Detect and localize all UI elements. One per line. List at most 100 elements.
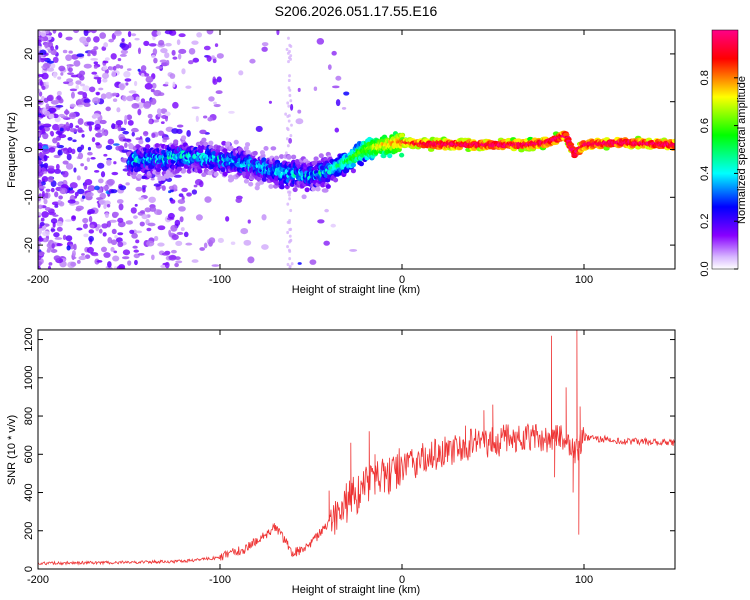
spectrogram-cell [110, 247, 115, 252]
colorbar-tick-label: 0.8 [699, 70, 711, 85]
spectrogram-cell [121, 149, 130, 153]
spectrogram-ridge-cell [279, 184, 285, 190]
spectrogram-cell [55, 45, 59, 50]
spectrogram-cell [50, 45, 55, 51]
spectrogram-cell [165, 42, 172, 47]
spectrogram-cell [243, 239, 252, 246]
spectrogram-cell [106, 159, 112, 166]
spectrogram-cell [38, 45, 42, 51]
spectrogram-ridge-cell [208, 140, 214, 146]
spectrogram-cell [58, 134, 67, 139]
spectrogram-cell [120, 49, 129, 55]
spectrogram-cell [55, 163, 60, 170]
spectrogram-cell [45, 188, 51, 192]
spectrogram-cell [66, 153, 72, 161]
spectrogram-cell [288, 74, 291, 78]
spectrogram-cell [288, 218, 291, 223]
spectrogram-ridge-cell [233, 139, 239, 145]
spectrogram-cell [349, 248, 358, 252]
spectrogram-cell [72, 139, 77, 143]
spectrogram-cell [84, 178, 93, 186]
spectrogram-cell [50, 187, 55, 193]
spectrogram-cell [114, 30, 122, 37]
spectrogram-cell [174, 262, 179, 268]
spectrogram-cell [69, 103, 76, 108]
spectrogram-cell [56, 243, 63, 247]
x-tick-label: 100 [575, 274, 593, 286]
spectrogram-cell [195, 214, 203, 221]
spectrogram-cell [115, 64, 121, 69]
spectrogram-ridge-cell [245, 171, 251, 177]
spectrogram-cell [122, 130, 130, 135]
spectrogram-cell [331, 50, 337, 56]
spectrogram-cell [77, 188, 85, 195]
spectrogram-ridge-cell [295, 160, 301, 166]
spectrogram-cell [122, 256, 130, 260]
spectrogram-cell [70, 261, 77, 267]
spectrogram-cell [133, 249, 139, 253]
spectrogram-cell [113, 143, 120, 146]
spectrogram-cell [118, 185, 127, 191]
spectrogram-cell [53, 255, 61, 261]
spectrogram-cell [261, 46, 268, 52]
spectrogram-ridge-cell [291, 154, 297, 160]
spectrogram-cell [164, 261, 170, 269]
spectrogram-cell [207, 117, 213, 122]
spectrogram-cell [117, 241, 124, 248]
spectrogram-cell [172, 81, 176, 88]
spectrogram-ridge-cell [136, 173, 142, 179]
spectrogram-cell [50, 63, 56, 69]
spectrogram-cell [295, 118, 304, 125]
spectrogram-cell [288, 88, 292, 92]
spectrogram-cell [38, 251, 45, 256]
spectrogram-cell [112, 255, 120, 262]
spectrogram-y-label: Frequency (Hz) [6, 112, 18, 188]
spectrogram-cell [102, 232, 107, 237]
x-tick-label: -100 [209, 574, 231, 586]
spectrogram-cell [186, 130, 191, 137]
spectrogram-cell [159, 59, 168, 63]
spectrogram-cell [101, 223, 109, 229]
spectrogram-cell [50, 228, 56, 232]
spectrogram-ridge-cell [399, 152, 405, 158]
spectrogram-cell [98, 228, 103, 234]
spectrogram-cell [90, 156, 96, 160]
colorbar-tick-label: 0.0 [699, 261, 711, 276]
spectrogram-cell [122, 95, 127, 102]
spectrogram-cell [288, 264, 292, 268]
spectrogram-cell [151, 254, 155, 261]
spectrogram-cell [62, 234, 67, 241]
spectrogram-cell [108, 219, 117, 223]
spectrogram-cell [96, 259, 103, 263]
spectrogram-cell [75, 125, 80, 129]
spectrogram-cell [144, 82, 153, 90]
spectrogram-cell [168, 229, 172, 236]
spectrogram-cell [84, 254, 91, 259]
spectrogram-ridge-cell [310, 186, 317, 192]
y-tick-label: 800 [23, 407, 35, 425]
spectrogram-ridge-cell [313, 156, 319, 162]
spectrogram-cell [309, 259, 317, 265]
spectrogram-cell [114, 235, 118, 239]
spectrogram-cell [58, 32, 63, 39]
spectrogram-cell [48, 262, 53, 266]
spectrogram-cell [38, 132, 41, 136]
spectrogram-ridge-cell [131, 174, 137, 180]
spectrogram-cell [208, 237, 216, 244]
spectrogram-cell [93, 46, 99, 51]
spectrogram-cell [53, 71, 58, 79]
spectrogram-cell [149, 206, 157, 212]
spectrogram-cell [56, 95, 62, 101]
spectrogram-cell [153, 235, 159, 242]
spectrogram-cell [41, 190, 45, 198]
spectrogram-cell [86, 157, 91, 162]
spectrogram-cell [53, 154, 61, 159]
spectrogram-cell [116, 265, 124, 269]
spectrogram-cell [137, 68, 141, 72]
spectrogram-ridge-cell [228, 145, 234, 151]
x-tick-label: 0 [399, 274, 405, 286]
spectrogram-cell [88, 124, 93, 132]
spectrogram-ridge-cell [301, 194, 307, 200]
spectrogram-cell [135, 96, 140, 102]
spectrogram-ridge-cell [399, 133, 405, 139]
